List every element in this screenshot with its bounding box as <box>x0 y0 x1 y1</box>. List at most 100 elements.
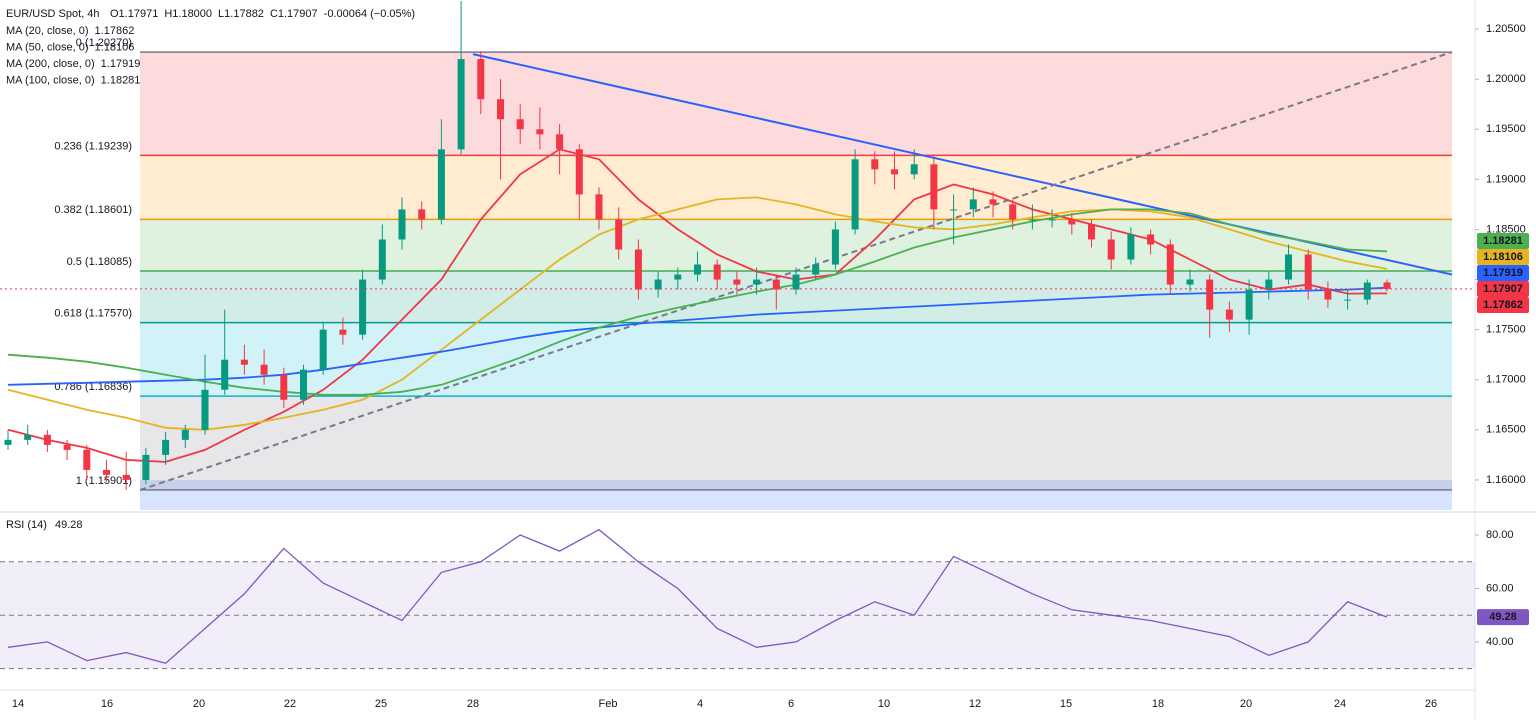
x-tick-label: 20 <box>1240 698 1252 710</box>
candle-body <box>1048 219 1056 221</box>
fib-label: 0.382 (1.18601) <box>54 204 132 216</box>
moving-average <box>7 208 1388 396</box>
y-tick-label: 1.16000 <box>1486 474 1526 486</box>
candle-body <box>319 329 327 370</box>
rsi-title: RSI (14) <box>6 519 47 531</box>
candle-body <box>1225 309 1233 320</box>
fib-label: 0 (1.20270) <box>76 37 132 49</box>
x-tick-label: 18 <box>1152 698 1164 710</box>
candle-body <box>851 159 859 230</box>
candle-body <box>437 149 445 220</box>
price-badge-label: 1.17862 <box>1483 299 1523 311</box>
x-tick-label: 24 <box>1334 698 1346 710</box>
candle-body <box>595 194 603 220</box>
candle-body <box>1186 279 1194 285</box>
candle-body <box>477 59 485 100</box>
candle-body <box>969 199 977 210</box>
fib-zone <box>140 322 1452 397</box>
price-badge <box>1477 233 1529 249</box>
fib-label: 1 (1.15901) <box>76 475 132 487</box>
x-tick-label: 15 <box>1060 698 1072 710</box>
price-badge-label: 1.17919 <box>1483 267 1523 279</box>
candle-body <box>457 59 465 150</box>
ma-legend-name: MA (50, close, 0) <box>6 41 89 53</box>
candle-body <box>378 239 386 280</box>
candle-body <box>280 374 288 400</box>
ma-legend-value: 1.17862 <box>95 25 135 37</box>
ma-legend-name: MA (200, close, 0) <box>6 58 95 70</box>
candle-body <box>831 229 839 265</box>
candle-body <box>1107 239 1115 260</box>
moving-average <box>7 148 1388 463</box>
candle-body <box>1344 299 1352 301</box>
candle-body <box>694 264 701 275</box>
candle-body <box>1088 224 1095 240</box>
x-tick-label: 22 <box>284 698 296 710</box>
fib-extension-zone <box>140 480 1452 510</box>
rsi-tick-label: 60.00 <box>1486 582 1514 594</box>
y-tick-label: 1.17000 <box>1486 374 1526 386</box>
rsi-tick-label: 40.00 <box>1486 636 1514 648</box>
candle-body <box>792 274 800 290</box>
ma-legend-value: 1.18106 <box>95 41 135 53</box>
candle-body <box>950 209 958 211</box>
candle-body <box>930 164 938 210</box>
quote-value: L1.17882 <box>218 8 264 20</box>
price-badge-label: 1.18106 <box>1483 251 1523 263</box>
y-tick-label: 1.17500 <box>1486 324 1526 336</box>
fib-zone <box>140 396 1452 490</box>
candle-body <box>713 264 721 280</box>
candle-body <box>634 249 642 290</box>
ma-legend-name: MA (100, close, 0) <box>6 74 95 86</box>
candle-body <box>871 159 879 170</box>
candle-body <box>891 169 898 175</box>
candle-body <box>1068 219 1076 225</box>
candle-body <box>556 134 564 150</box>
candle-body <box>1206 279 1214 310</box>
x-tick-label: 14 <box>12 698 24 710</box>
rsi-line <box>7 528 1388 665</box>
candle-body <box>398 209 406 240</box>
y-tick-label: 1.19000 <box>1486 173 1526 185</box>
rsi-tick-label: 80.00 <box>1486 529 1514 541</box>
quote-value: H1.18000 <box>164 8 212 20</box>
candle-body <box>201 389 209 430</box>
price-badge <box>1477 281 1529 297</box>
candle-body <box>989 199 997 205</box>
candle-body <box>1363 282 1371 300</box>
fib-zone <box>140 155 1452 220</box>
candle-body <box>339 329 347 335</box>
candle-body <box>753 279 761 285</box>
x-tick-label: 28 <box>467 698 479 710</box>
candle-body <box>1009 204 1017 220</box>
candle-body <box>83 449 91 470</box>
price-badge <box>1477 265 1529 281</box>
fib-label: 0.5 (1.18085) <box>67 256 132 268</box>
y-tick-label: 1.18500 <box>1486 223 1526 235</box>
candle-body <box>181 429 189 440</box>
candle-body <box>1383 282 1391 289</box>
candle-body <box>1324 289 1332 300</box>
fib-label: 0.786 (1.16836) <box>54 381 132 393</box>
symbol-title: EUR/USD Spot, 4h <box>6 8 100 20</box>
quote-value: -0.00064 (−0.05%) <box>324 8 415 20</box>
candle-body <box>654 279 662 290</box>
candle-body <box>910 164 918 175</box>
candle-body <box>260 364 268 375</box>
fib-label: 0.236 (1.19239) <box>54 140 132 152</box>
x-tick-label: 26 <box>1425 698 1437 710</box>
candle-body <box>1265 279 1273 290</box>
moving-average <box>7 196 1388 431</box>
rsi-badge <box>1477 609 1529 626</box>
candle-body <box>43 434 51 445</box>
candle-body <box>1028 219 1036 221</box>
candle-body <box>359 279 367 335</box>
candle-body <box>674 274 682 280</box>
y-tick-label: 1.16500 <box>1486 424 1526 436</box>
price-badge <box>1477 249 1529 265</box>
price-badge <box>1477 297 1529 313</box>
y-tick-label: 1.20000 <box>1486 73 1526 85</box>
ma-legend-value: 1.17919 <box>101 58 141 70</box>
price-badge-label: 1.18281 <box>1483 235 1523 247</box>
